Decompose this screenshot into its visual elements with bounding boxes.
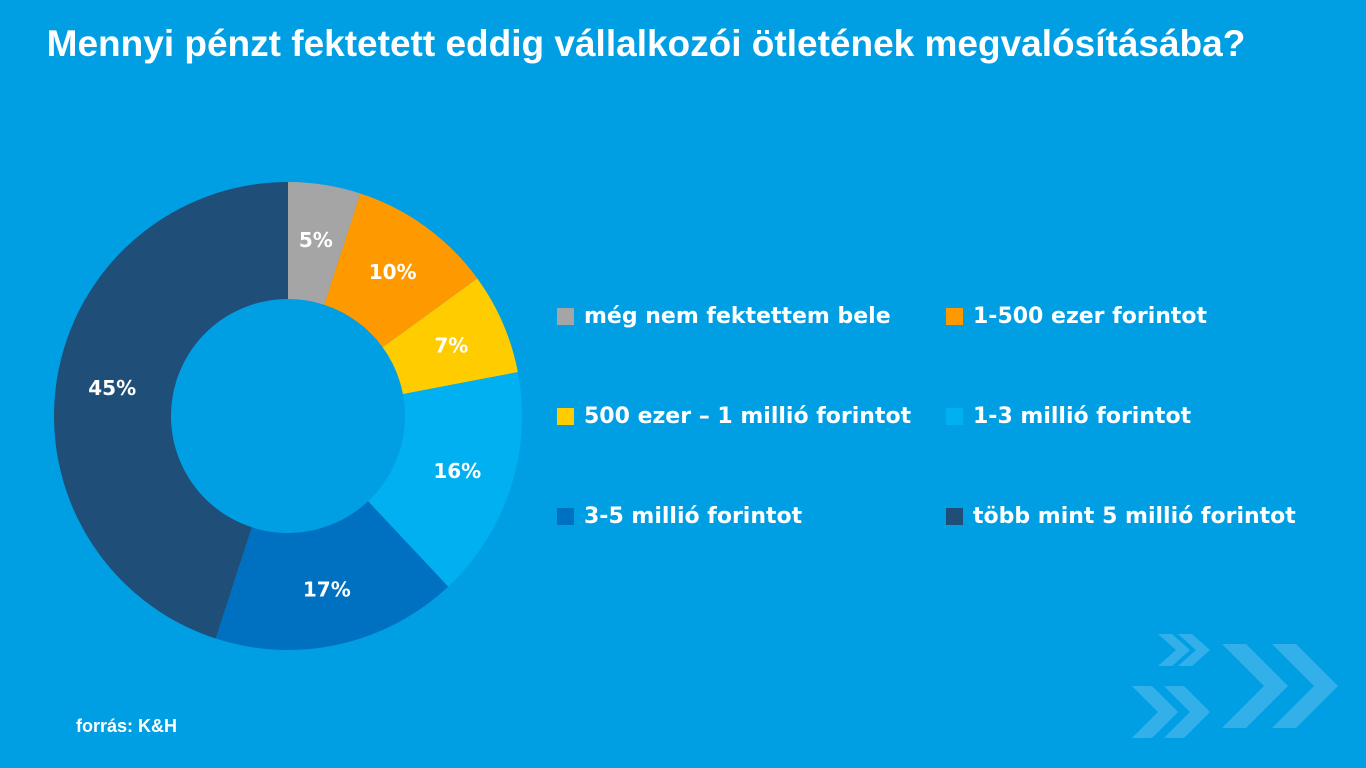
donut-slice bbox=[382, 278, 518, 395]
chevron-arrows-decoration-icon bbox=[1132, 634, 1338, 738]
data-label: 17% bbox=[303, 578, 351, 602]
legend-swatch bbox=[557, 308, 574, 325]
legend-item: 1-3 millió forintot bbox=[946, 404, 1191, 429]
legend-swatch bbox=[557, 508, 574, 525]
legend-item: több mint 5 millió forintot bbox=[946, 504, 1296, 529]
data-label: 5% bbox=[299, 228, 333, 252]
donut-slice bbox=[288, 182, 361, 305]
legend-label: még nem fektettem bele bbox=[584, 304, 891, 329]
legend-swatch bbox=[946, 408, 963, 425]
source-note: forrás: K&H bbox=[76, 716, 178, 736]
donut-slice bbox=[324, 193, 478, 348]
donut-slice bbox=[368, 372, 523, 587]
data-label: 10% bbox=[369, 260, 417, 284]
legend-label: több mint 5 millió forintot bbox=[973, 504, 1296, 529]
donut-chart: 5% 10% 7% 16% 17% 45% bbox=[53, 182, 523, 651]
data-label: 45% bbox=[88, 376, 136, 400]
chart-title: Mennyi pénzt fektetett eddig vállalkozói… bbox=[46, 23, 1246, 64]
donut-slice bbox=[215, 501, 449, 651]
data-label: 7% bbox=[434, 333, 468, 357]
legend-label: 1-3 millió forintot bbox=[973, 404, 1192, 429]
legend-item: 1-500 ezer forintot bbox=[946, 304, 1207, 329]
legend-swatch bbox=[557, 408, 574, 425]
legend-label: 500 ezer – 1 millió forintot bbox=[584, 404, 912, 429]
legend-label: 1-500 ezer forintot bbox=[973, 304, 1208, 329]
legend-item: 3-5 millió forintot bbox=[557, 504, 802, 529]
donut-slice bbox=[53, 182, 289, 639]
legend-swatch bbox=[946, 308, 963, 325]
data-label: 16% bbox=[433, 459, 481, 483]
legend-item: még nem fektettem bele bbox=[557, 304, 891, 329]
legend-swatch bbox=[946, 508, 963, 525]
legend-label: 3-5 millió forintot bbox=[584, 504, 803, 529]
legend-item: 500 ezer – 1 millió forintot bbox=[557, 404, 911, 429]
